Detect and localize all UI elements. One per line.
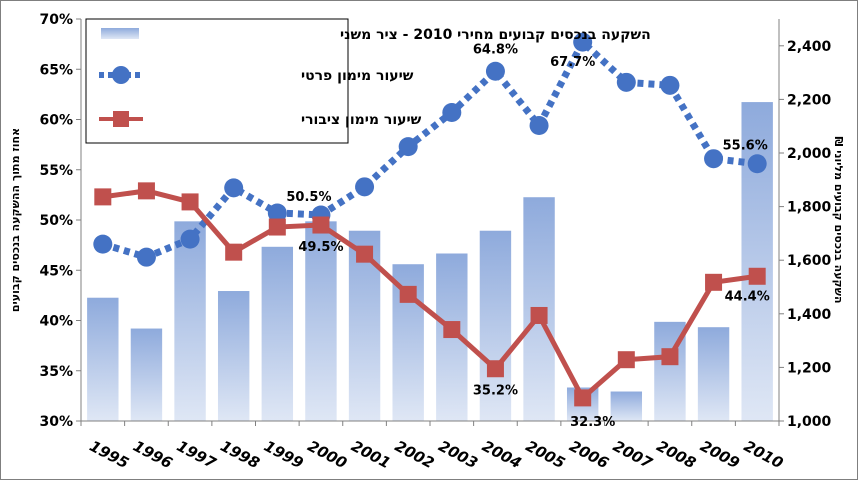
right-axis-title: השקעה בנכסים קבועים מליוני ₪ (832, 136, 845, 303)
private-point-1998 (224, 178, 244, 198)
public-point-1995 (94, 188, 112, 206)
bar-2009 (697, 327, 730, 421)
private-point-2001 (355, 177, 375, 197)
x-tick-label-1995: 1995 (87, 437, 132, 472)
legend-swatch-bars (101, 28, 139, 39)
data-labels: 50.5% 64.8% 67.7% 55.6% 49.5% 35.2% 32.3% 44.4% (286, 42, 769, 430)
bar-series (87, 102, 773, 421)
bar-1999 (261, 246, 294, 421)
legend-swatch-private (99, 66, 143, 84)
private-point-2004 (485, 61, 505, 81)
private-point-2005 (529, 116, 549, 136)
left-axis-title: אחוז מתוך ההשקעה בנכסים קבועים (9, 128, 22, 312)
x-tick-label-1999: 1999 (261, 437, 306, 472)
data-label-2000: 50.5% (286, 190, 331, 205)
x-tick-label-2010: 2010 (741, 437, 786, 472)
public-point-1999 (268, 218, 286, 236)
data-label-2000: 49.5% (298, 240, 343, 255)
bar-2004 (479, 230, 512, 421)
private-point-2009 (704, 149, 724, 169)
data-label-2010: 55.6% (723, 139, 768, 154)
bar-2000 (305, 221, 337, 421)
public-point-2008 (661, 348, 679, 366)
private-funding-line (101, 36, 758, 261)
right-tick-label: 2,200 (787, 92, 832, 108)
private-point-1996 (136, 247, 156, 267)
private-point-2002 (398, 137, 418, 157)
x-tick-label-1996: 1996 (130, 437, 175, 472)
legend-label-investment: השקעה בנכסים קבועים מחירי 2010 - ציר משנ… (340, 27, 651, 43)
public-funding-line (102, 188, 758, 402)
left-tick-label: 55% (39, 163, 73, 179)
bar-1995 (87, 297, 119, 421)
left-tick-label: 50% (39, 213, 73, 229)
left-tick-label: 30% (39, 414, 73, 430)
x-tick-label-1998: 1998 (217, 437, 262, 472)
data-label-2006: 67.7% (550, 55, 595, 70)
private-point-1999 (267, 203, 287, 223)
private-point-1997 (180, 229, 200, 249)
right-tick-label: 1,000 (787, 414, 832, 430)
bar-2007 (610, 391, 643, 421)
private-point-2010 (747, 154, 767, 174)
private-point-2007 (616, 72, 636, 92)
data-label-2004: 64.8% (473, 42, 518, 57)
left-tick-label: 35% (39, 364, 73, 380)
right-tick-label: 1,800 (787, 200, 832, 216)
right-tick-label: 1,400 (787, 307, 832, 323)
x-tick-label-2007: 2007 (610, 437, 656, 473)
x-tick-label-2002: 2002 (392, 437, 437, 472)
public-point-2000 (312, 216, 330, 234)
public-point-2004 (486, 360, 504, 378)
right-tick-label: 2,400 (787, 39, 832, 55)
left-tick-label: 70% (39, 12, 73, 28)
x-tick-label-2009: 2009 (697, 437, 742, 472)
legend: השקעה בנכסים קבועים מחירי 2010 - ציר משנ… (85, 18, 651, 144)
private-point-2003 (442, 102, 462, 122)
public-point-1998 (225, 243, 243, 261)
x-tick-label-2006: 2006 (566, 437, 611, 472)
right-tick-label: 1,600 (787, 253, 832, 269)
legend-box (85, 18, 349, 144)
public-point-2009 (705, 273, 723, 291)
legend-label-public: שיעור מימון ציבורי (301, 112, 422, 128)
left-tick-label: 65% (39, 62, 73, 78)
x-tick-label-2000: 2000 (305, 437, 350, 472)
bar-1997 (174, 221, 206, 421)
legend-swatch-public (99, 111, 143, 127)
x-tick-label-2004: 2004 (479, 437, 524, 472)
left-tick-label: 45% (39, 263, 73, 279)
data-label-2010: 44.4% (725, 289, 770, 304)
public-point-1996 (137, 182, 155, 200)
x-tick-label-2003: 2003 (436, 437, 481, 472)
public-point-2005 (530, 306, 548, 324)
right-tick-label: 1,200 (787, 360, 832, 376)
public-point-2010 (748, 267, 766, 285)
right-tick-label: 2,000 (787, 146, 832, 162)
left-tick-label: 60% (39, 113, 73, 129)
private-point-1995 (93, 234, 113, 254)
bar-1998 (217, 291, 250, 421)
x-tick-label-2008: 2008 (654, 437, 699, 472)
data-label-2004: 35.2% (473, 384, 518, 399)
public-point-2006 (574, 389, 592, 407)
x-tick-label-2005: 2005 (523, 437, 568, 472)
line-series (93, 32, 767, 407)
x-tick-label-2001: 2001 (348, 437, 393, 472)
public-point-2002 (399, 285, 417, 303)
public-point-1997 (181, 193, 199, 211)
private-point-2006 (573, 32, 593, 52)
private-point-2008 (660, 75, 680, 95)
data-label-2006: 32.3% (570, 415, 615, 430)
bar-1996 (130, 328, 163, 421)
x-tick-label-1997: 1997 (174, 437, 220, 473)
left-tick-label: 40% (39, 314, 73, 330)
legend-label-private: שיעור מימון פרטי (301, 68, 414, 84)
public-point-2003 (443, 321, 461, 339)
public-point-2001 (356, 245, 374, 263)
public-point-2007 (617, 351, 635, 369)
